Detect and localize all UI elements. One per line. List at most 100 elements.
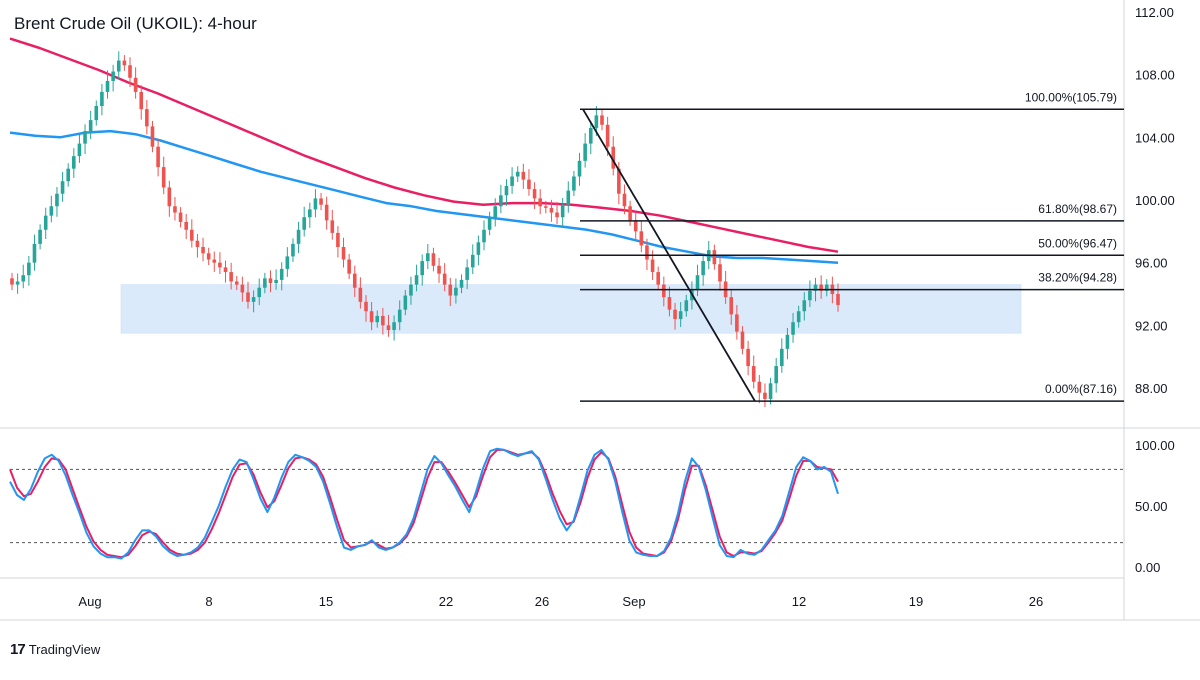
- candle-body: [128, 65, 132, 78]
- candle-body: [43, 215, 48, 230]
- candle: [229, 262, 233, 290]
- candle: [510, 167, 514, 194]
- candle-body: [577, 160, 582, 177]
- candle-body: [409, 284, 413, 296]
- candle: [504, 179, 509, 206]
- candle: [780, 338, 784, 373]
- candle: [128, 57, 132, 88]
- chart-title: Brent Crude Oil (UKOIL): 4-hour: [14, 14, 257, 33]
- time-tick-label: 26: [1029, 594, 1043, 609]
- candle-body: [223, 267, 228, 273]
- candle: [313, 189, 318, 218]
- candle-body: [628, 206, 632, 221]
- candle: [836, 283, 840, 312]
- candle-body: [111, 71, 115, 81]
- candle-body: [431, 253, 436, 266]
- candle-body: [105, 80, 110, 92]
- candle-body: [178, 212, 183, 222]
- candle-body: [386, 325, 391, 331]
- candle-body: [572, 176, 576, 191]
- candle-body: [448, 284, 453, 296]
- candle-body: [667, 297, 672, 310]
- candle-body: [442, 273, 447, 285]
- candle: [246, 281, 250, 309]
- candle-body: [206, 253, 211, 260]
- candle-body: [426, 253, 430, 262]
- candle: [409, 276, 413, 305]
- candle-body: [785, 334, 790, 349]
- candle-body: [403, 295, 408, 310]
- candle: [768, 377, 773, 405]
- candle: [611, 136, 616, 176]
- candle: [796, 305, 801, 328]
- candle: [341, 237, 346, 268]
- candle: [88, 110, 93, 140]
- oscillator-tick-label: 100.00: [1135, 438, 1175, 453]
- candle-body: [802, 300, 807, 312]
- candle: [521, 163, 526, 189]
- candle-body: [662, 284, 666, 298]
- candle-body: [167, 187, 172, 207]
- candle: [684, 294, 689, 317]
- candle: [560, 197, 565, 228]
- candle-body: [83, 131, 87, 144]
- candle-body: [611, 146, 616, 169]
- candle: [66, 163, 70, 187]
- candle: [291, 238, 295, 262]
- time-tick-label: 19: [909, 594, 923, 609]
- candle: [184, 213, 188, 240]
- candle-body: [212, 259, 217, 263]
- candle-body: [285, 256, 290, 269]
- candle-body: [639, 231, 644, 246]
- candle-body: [77, 143, 82, 157]
- candle: [32, 234, 37, 271]
- candle: [639, 220, 644, 253]
- time-tick-label: Sep: [622, 594, 645, 609]
- candle-body: [330, 220, 335, 233]
- candle-body: [470, 254, 475, 268]
- candle-body: [824, 284, 829, 291]
- candle: [695, 264, 700, 297]
- candle: [712, 244, 717, 270]
- candle: [10, 272, 14, 291]
- candle-body: [538, 198, 542, 207]
- candle: [678, 301, 683, 328]
- candle: [43, 207, 48, 240]
- support-zone: [120, 284, 1022, 334]
- candle: [746, 340, 750, 376]
- candle: [538, 189, 542, 215]
- time-tick-label: 22: [439, 594, 453, 609]
- candle-body: [695, 275, 700, 290]
- candle-body: [195, 240, 200, 247]
- candle: [330, 209, 335, 240]
- candle-body: [38, 229, 42, 244]
- candle-body: [336, 232, 340, 247]
- candle: [55, 186, 59, 217]
- candle-body: [459, 279, 464, 288]
- candle-body: [55, 193, 59, 207]
- candle-body: [313, 198, 318, 210]
- candle-body: [246, 292, 250, 302]
- candle-body: [21, 275, 26, 282]
- candle: [487, 211, 492, 236]
- price-tick-label: 100.00: [1135, 193, 1175, 208]
- candle: [223, 260, 228, 283]
- candle: [549, 199, 554, 222]
- candle-body: [465, 267, 469, 280]
- fib-level-label: 38.20%(94.28): [1038, 271, 1117, 285]
- candle-body: [763, 392, 767, 399]
- candle: [83, 124, 87, 155]
- candle: [240, 276, 245, 302]
- candle-body: [263, 278, 267, 288]
- price-tick-label: 108.00: [1135, 68, 1175, 83]
- candle: [740, 326, 745, 355]
- fib-level-label: 100.00%(105.79): [1025, 90, 1117, 104]
- candle-body: [369, 311, 374, 323]
- candle-body: [746, 348, 750, 367]
- candle: [381, 307, 385, 335]
- candle-body: [808, 290, 812, 301]
- candle-body: [218, 262, 222, 268]
- candle: [161, 156, 166, 195]
- time-tick-label: 26: [535, 594, 549, 609]
